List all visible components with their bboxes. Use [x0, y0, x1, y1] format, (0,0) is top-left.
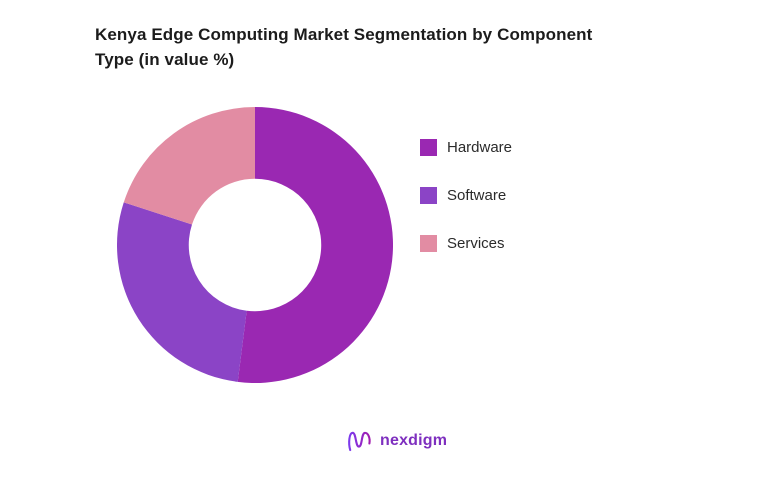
- nexdigm-logo-text: nexdigm: [380, 432, 448, 449]
- legend-label-services: Services: [447, 235, 505, 252]
- legend-swatch-hardware: [420, 139, 437, 156]
- nexdigm-logo: nexdigm: [347, 429, 447, 453]
- legend: Hardware Software Services: [420, 139, 512, 252]
- donut-chart-container: [117, 107, 393, 383]
- nexdigm-n-icon: [348, 431, 371, 452]
- legend-label-hardware: Hardware: [447, 139, 513, 156]
- donut-segment-services: [123, 107, 255, 225]
- donut-chart: [117, 107, 393, 383]
- chart-title-line2: Type (in value %): [95, 50, 235, 69]
- chart-title: Kenya Edge Computing Market Segmentation…: [95, 22, 695, 72]
- legend-swatch-services: [420, 235, 437, 252]
- donut-segment-hardware: [237, 107, 393, 383]
- legend-item-hardware: Hardware: [420, 139, 512, 156]
- donut-segment-software: [117, 202, 247, 382]
- legend-swatch-software: [420, 187, 437, 204]
- legend-item-software: Software: [420, 187, 512, 204]
- legend-label-software: Software: [447, 187, 507, 204]
- chart-title-line1: Kenya Edge Computing Market Segmentation…: [95, 25, 593, 44]
- legend-item-services: Services: [420, 235, 512, 252]
